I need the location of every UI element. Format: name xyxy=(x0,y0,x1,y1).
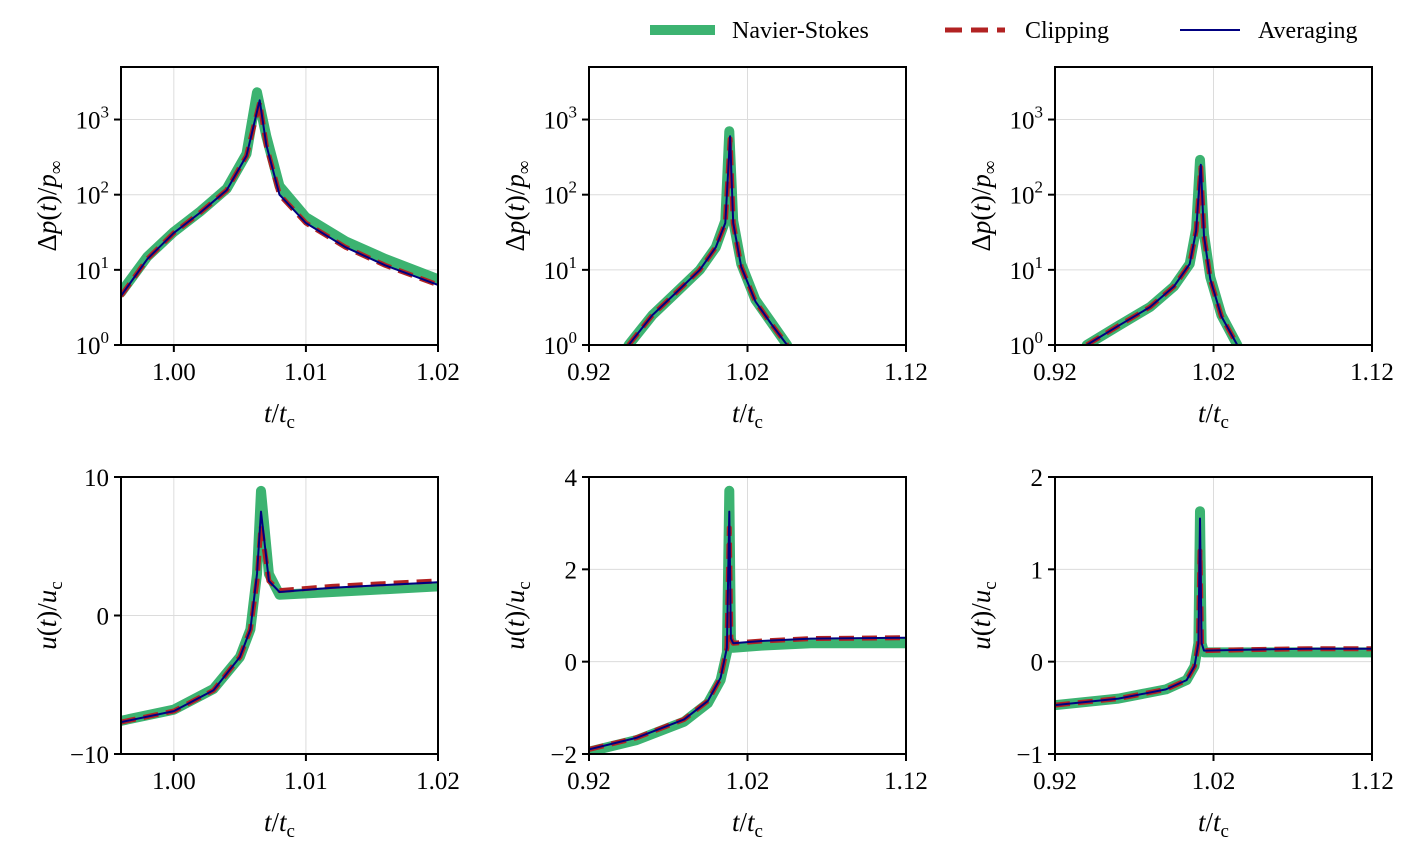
panel-1: 1.00 1.01 1.02 100 101 102 103 t/tc Δp(t)/p∞ xyxy=(32,66,460,433)
panel-2-xlabel: t/tc xyxy=(732,398,763,433)
panel-2-xtick-label-0: 0.92 xyxy=(567,359,611,386)
panel-4-ytick-label-1: 0 xyxy=(97,604,110,631)
panel-4-ylabel: u(t)/uc xyxy=(32,581,67,649)
panel-1-xtick-label-2: 1.02 xyxy=(416,359,460,386)
panel-5-xtick-label-2: 1.12 xyxy=(884,768,928,795)
panel-2-ytick-label-3: 103 xyxy=(544,103,578,135)
panel-2-xtick-label-2: 1.12 xyxy=(884,359,928,386)
panel-4-line-clipping xyxy=(121,523,438,725)
panel-5-ytick-label-0: −2 xyxy=(550,742,577,769)
panel-3-ytick-label-0: 100 xyxy=(1010,328,1044,360)
panel-6-series xyxy=(1055,506,1372,711)
panel-5-xtick-label-1: 1.02 xyxy=(726,768,770,795)
legend: Navier-Stokes Clipping Averaging xyxy=(650,18,1358,44)
panel-3-ytick-label-3: 103 xyxy=(1010,103,1044,135)
panel-1-line-averaging xyxy=(121,99,438,297)
panel-1-ylabel: Δp(t)/p∞ xyxy=(32,161,67,252)
panel-5-line-averaging xyxy=(589,510,906,751)
panel-3-line-navier-stokes xyxy=(1081,154,1243,345)
panel-6-ytick-label-2: 1 xyxy=(1031,557,1044,584)
panel-3-xlabel: t/tc xyxy=(1198,398,1229,433)
panel-4-xlabel: t/tc xyxy=(264,807,295,842)
panel-6-xtick-label-0: 0.92 xyxy=(1033,768,1077,795)
panel-2-ytick-label-0: 100 xyxy=(544,328,578,360)
panel-3-xtick-label-1: 1.02 xyxy=(1192,359,1236,386)
panel-5-ytick-label-3: 4 xyxy=(565,465,578,492)
panel-5: 0.92 1.02 1.12 −2 0 2 4 t/tc u(t)/uc xyxy=(500,465,928,842)
panel-1-series xyxy=(121,87,438,298)
panel-2: 0.92 1.02 1.12 100 101 102 103 t/tc Δp(t)/p∞ xyxy=(500,66,928,433)
panel-6-ytick-label-0: −1 xyxy=(1016,742,1043,769)
panel-3-xtick-label-0: 0.92 xyxy=(1033,359,1077,386)
panel-2-series xyxy=(623,126,793,345)
panel-1-ytick-label-2: 102 xyxy=(76,178,110,210)
legend-navier-stokes-label: Navier-Stokes xyxy=(732,18,869,44)
panel-2-line-averaging xyxy=(627,135,789,345)
panel-6-xtick-label-1: 1.02 xyxy=(1192,768,1236,795)
panel-6-xtick-label-2: 1.12 xyxy=(1350,768,1394,795)
panel-6-ytick-label-1: 0 xyxy=(1031,650,1044,677)
panel-4-line-averaging xyxy=(121,510,438,724)
panel-1-ytick-label-3: 103 xyxy=(76,103,110,135)
panel-4-ytick-label-2: 10 xyxy=(84,465,109,492)
panel-5-ylabel: u(t)/uc xyxy=(500,581,535,649)
panel-4-line-navier-stokes xyxy=(121,485,438,726)
panel-2-ylabel: Δp(t)/p∞ xyxy=(500,161,535,252)
panel-4-xtick-label-2: 1.02 xyxy=(416,768,460,795)
panel-4-ytick-label-0: −10 xyxy=(70,742,109,769)
panel-3: 0.92 1.02 1.12 100 101 102 103 t/tc Δp(t)/p∞ xyxy=(966,66,1394,433)
panel-1-ytick-label-1: 101 xyxy=(76,253,110,285)
panel-5-ytick-label-1: 0 xyxy=(565,650,578,677)
panel-3-ytick-label-2: 102 xyxy=(1010,178,1044,210)
panel-1-ytick-label-0: 100 xyxy=(76,328,110,360)
panel-5-ytick-label-2: 2 xyxy=(565,557,578,584)
panel-3-series xyxy=(1081,154,1243,345)
panel-5-series xyxy=(589,485,906,754)
panel-1-xlabel: t/tc xyxy=(264,398,295,433)
panel-6: 0.92 1.02 1.12 −1 0 1 2 t/tc u(t)/uc xyxy=(966,465,1394,842)
panel-3-line-clipping xyxy=(1085,165,1240,345)
panel-3-ylabel: Δp(t)/p∞ xyxy=(966,161,1001,252)
panel-4-xtick-label-1: 1.01 xyxy=(284,768,328,795)
panel-3-line-averaging xyxy=(1085,163,1239,345)
legend-clipping-label: Clipping xyxy=(1025,18,1109,44)
panel-1-xtick-label-1: 1.01 xyxy=(284,359,328,386)
panel-3-ytick-label-1: 101 xyxy=(1010,253,1044,285)
panel-5-xlabel: t/tc xyxy=(732,807,763,842)
panel-4: 1.00 1.01 1.02 −10 0 10 t/tc u(t)/uc xyxy=(32,465,460,842)
panel-6-line-averaging xyxy=(1055,517,1372,707)
panel-6-xlabel: t/tc xyxy=(1198,807,1229,842)
panel-5-xtick-label-0: 0.92 xyxy=(567,768,611,795)
panel-4-series xyxy=(121,485,438,726)
legend-averaging-label: Averaging xyxy=(1258,18,1358,44)
panel-2-xtick-label-1: 1.02 xyxy=(726,359,770,386)
panel-3-xtick-label-2: 1.12 xyxy=(1350,359,1394,386)
panel-2-ytick-label-1: 101 xyxy=(544,253,578,285)
panel-4-xtick-label-0: 1.00 xyxy=(152,768,196,795)
panel-6-ytick-label-3: 2 xyxy=(1031,465,1044,492)
panel-2-ytick-label-2: 102 xyxy=(544,178,578,210)
panel-1-frame xyxy=(120,66,439,346)
panel-1-xtick-label-0: 1.00 xyxy=(152,359,196,386)
panel-6-ylabel: u(t)/uc xyxy=(966,581,1001,649)
